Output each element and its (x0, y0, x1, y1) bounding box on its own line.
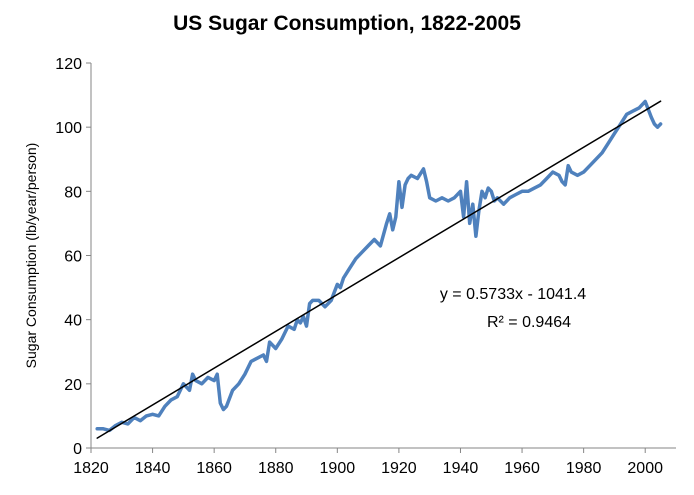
y-axis-label: Sugar Consumption (lb/year/person) (23, 143, 39, 369)
x-tick-label: 1840 (135, 460, 171, 477)
y-tick-label: 80 (64, 184, 82, 201)
x-tick-label: 2000 (627, 460, 663, 477)
x-tick-label: 1940 (443, 460, 479, 477)
y-axis-ticks: 0 20 40 60 80 100 120 (55, 56, 91, 458)
plot-area (95, 99, 663, 439)
x-tick-label: 1920 (381, 460, 417, 477)
x-tick-label: 1900 (320, 460, 356, 477)
y-tick-label: 100 (55, 120, 82, 137)
y-tick-label: 60 (64, 249, 82, 266)
x-tick-label: 1820 (73, 460, 109, 477)
trendline-equation: y = 0.5733x - 1041.4 (440, 286, 586, 303)
trendline-r-squared: R² = 0.9464 (487, 314, 571, 331)
x-axis-ticks: 1820 1840 1860 1880 1900 1920 1940 1960 1980 2000 (73, 448, 663, 477)
y-tick-label: 40 (64, 313, 82, 330)
y-tick-label: 120 (55, 56, 82, 73)
chart-title: US Sugar Consumption, 1822-2005 (173, 12, 521, 35)
y-tick-label: 20 (64, 377, 82, 394)
series-line-sugar-consumption (95, 99, 663, 433)
x-tick-label: 1860 (196, 460, 232, 477)
x-tick-label: 1960 (504, 460, 540, 477)
x-tick-label: 1980 (566, 460, 602, 477)
y-tick-label: 0 (73, 441, 82, 458)
trendline (96, 100, 662, 439)
x-tick-label: 1880 (258, 460, 294, 477)
